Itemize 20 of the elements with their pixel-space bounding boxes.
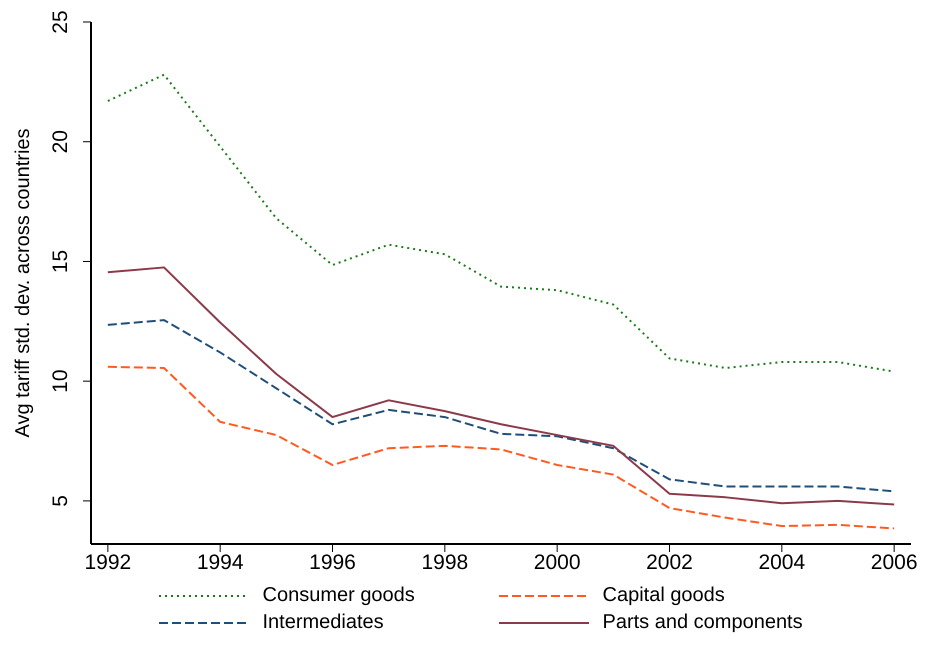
x-tick-label: 2004 — [758, 550, 806, 574]
legend-label: Capital goods — [602, 584, 725, 607]
x-tick-label: 2000 — [534, 550, 581, 574]
legend-label: Consumer goods — [262, 584, 415, 607]
x-tick-label: 1992 — [84, 550, 132, 574]
y-tick-label: 15 — [49, 250, 72, 274]
legend-label: Intermediates — [262, 611, 384, 634]
x-tick-label: 1996 — [309, 550, 356, 574]
y-tick-label: 10 — [49, 369, 72, 393]
y-tick-label: 25 — [49, 10, 72, 34]
x-tick-label: 1994 — [196, 550, 244, 574]
x-tick-label: 1998 — [421, 550, 468, 574]
line-series — [106, 366, 896, 530]
y-tick-label: 20 — [49, 130, 72, 154]
line-series — [106, 266, 896, 506]
x-tick-label: 2006 — [870, 550, 918, 574]
x-tick-label: 2002 — [646, 550, 693, 574]
y-tick-label: 5 — [49, 495, 72, 507]
y-axis-title: Avg tariff std. dev. across countries — [12, 128, 34, 438]
legend-label: Parts and components — [602, 611, 803, 634]
